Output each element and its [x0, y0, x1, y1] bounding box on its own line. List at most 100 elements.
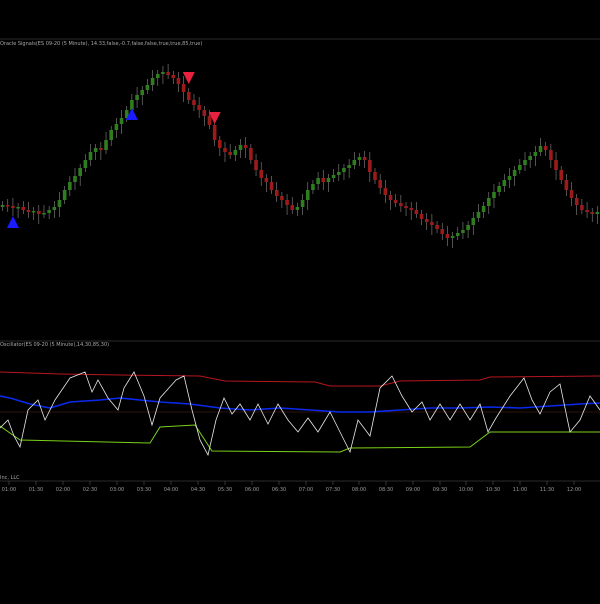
candle — [21, 201, 26, 214]
candle — [399, 195, 403, 212]
time-tick-label: 03:00 — [110, 487, 124, 493]
candle — [486, 192, 491, 214]
candle — [11, 198, 15, 216]
candle — [52, 201, 57, 218]
sell-signal-triangle-down — [182, 72, 195, 84]
candle — [135, 87, 139, 108]
candle — [352, 152, 357, 169]
time-tick-label: 09:30 — [433, 487, 447, 493]
candle — [368, 152, 372, 182]
candle — [347, 159, 351, 178]
candle — [559, 166, 564, 184]
candle — [166, 64, 170, 79]
candle — [316, 172, 320, 190]
time-tick-label: 05:30 — [218, 487, 232, 493]
candle — [404, 202, 408, 216]
candle — [393, 194, 398, 207]
candle — [73, 168, 77, 190]
time-tick-label: 04:00 — [164, 487, 178, 493]
oscillator-panel-title: Oscillator(ES 09-20 (5 Minute),14,30,85,… — [0, 342, 110, 348]
candle — [466, 221, 470, 238]
buy-signal-triangle-up — [125, 108, 138, 120]
time-tick-label: 06:30 — [272, 487, 286, 493]
candle — [186, 88, 191, 104]
copyright-label: Inc, LLC — [0, 475, 20, 481]
candle — [424, 213, 429, 230]
candle — [492, 184, 496, 208]
oscillator-line — [0, 371, 600, 457]
candle — [305, 182, 310, 210]
price-panel-title: Oracle Signals(ES 09-20 (5 Minute), 14.3… — [0, 41, 203, 47]
candle — [285, 194, 289, 215]
candle — [538, 138, 543, 156]
candle — [99, 142, 103, 160]
candle — [109, 126, 114, 146]
candle — [114, 118, 119, 138]
time-tick-label: 04:30 — [191, 487, 205, 493]
candle — [290, 197, 295, 214]
candle — [523, 152, 527, 171]
candle — [564, 174, 569, 196]
trade-signals — [6, 72, 221, 228]
candle — [383, 180, 388, 203]
candle — [269, 176, 274, 194]
candle — [228, 144, 232, 159]
candle — [445, 226, 450, 246]
time-tick-label: 02:00 — [56, 487, 70, 493]
candle — [507, 168, 512, 188]
time-tick-label: 01:00 — [2, 487, 16, 493]
candle — [300, 194, 305, 215]
candle — [321, 170, 326, 190]
candle — [440, 223, 445, 240]
oscillator-plot — [0, 371, 600, 457]
candle — [36, 205, 41, 224]
time-tick-label: 06:00 — [245, 487, 259, 493]
oscillator-upper-band — [0, 371, 600, 387]
time-tick-label: 11:00 — [513, 487, 527, 493]
candle — [543, 142, 548, 156]
time-tick-label: 07:00 — [299, 487, 313, 493]
candle — [176, 72, 181, 92]
candle — [481, 202, 486, 218]
time-tick-label: 10:00 — [459, 487, 473, 493]
candle — [26, 202, 31, 218]
candle — [218, 136, 222, 156]
candle — [409, 202, 414, 220]
candle — [554, 152, 558, 180]
candle — [326, 174, 331, 192]
time-tick-label: 08:30 — [379, 487, 393, 493]
candle — [78, 164, 82, 186]
candle — [476, 204, 481, 222]
candle — [580, 199, 584, 214]
candle — [471, 212, 476, 235]
candle — [57, 192, 62, 217]
candle — [373, 168, 377, 184]
time-tick-label: 07:30 — [326, 487, 340, 493]
candle — [435, 221, 439, 233]
time-tick-label: 11:30 — [540, 487, 554, 493]
price-candles[interactable] — [0, 64, 600, 248]
candle — [455, 227, 460, 240]
candle — [233, 146, 238, 161]
candle — [497, 182, 501, 196]
candle — [357, 153, 362, 166]
candle — [280, 192, 284, 208]
candle — [223, 142, 227, 162]
candle — [512, 166, 517, 186]
candle — [569, 182, 574, 206]
candle — [62, 186, 67, 204]
candle — [145, 79, 150, 94]
sell-signal-triangle-down — [208, 112, 221, 124]
candle — [502, 174, 507, 192]
time-tick-label: 09:00 — [406, 487, 420, 493]
candle — [388, 191, 393, 210]
candle — [42, 205, 46, 218]
candle — [331, 169, 336, 182]
time-tick-label: 12:00 — [567, 487, 581, 493]
candle — [549, 144, 553, 168]
candle — [31, 207, 36, 220]
candle — [238, 139, 243, 158]
candle — [68, 176, 72, 196]
